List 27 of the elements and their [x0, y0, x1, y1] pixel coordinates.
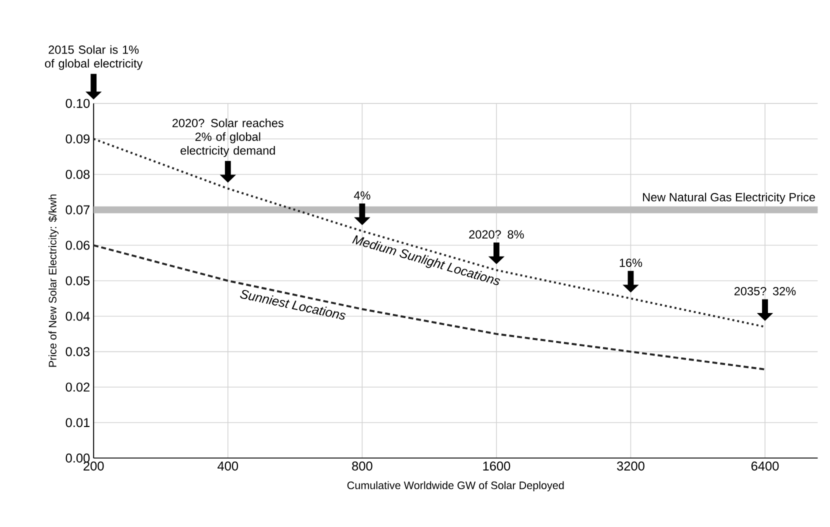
- ref-line-label: New Natural Gas Electricity Price: [643, 192, 815, 204]
- annotation: 2035? 32%: [734, 286, 796, 296]
- x-axis-title: Cumulative Worldwide GW of Solar Deployed: [347, 481, 564, 492]
- y-tick-label: 0.10: [66, 98, 90, 108]
- x-tick-label: 1600: [483, 462, 510, 471]
- annotation: 2020? Solar reaches 2% of global electricity demand: [172, 118, 284, 158]
- annotation: 16%: [620, 258, 642, 267]
- x-tick-label: 3200: [617, 462, 644, 471]
- text: Sunniest Locations: [240, 290, 346, 320]
- y-tick-label: 0.07: [66, 205, 90, 214]
- y-tick-label: 0.01: [66, 418, 90, 428]
- y-tick-label: 0.00: [66, 454, 90, 463]
- y-axis-title: Price of New Solar Electricity: $/kwh: [48, 194, 59, 367]
- y-tick-label: 0.06: [66, 240, 90, 250]
- y-tick-label: 0.08: [66, 170, 90, 179]
- y-tick-label: 0.05: [66, 276, 90, 286]
- x-tick-label: 6400: [751, 462, 779, 471]
- x-tick-label: 400: [218, 462, 238, 471]
- x-tick-label: 800: [352, 462, 372, 471]
- y-tick-label: 0.04: [66, 312, 90, 321]
- annotation: 2020? 8%: [469, 230, 524, 239]
- x-tick-label: 200: [84, 462, 104, 471]
- annotation: 4%: [354, 191, 370, 200]
- y-tick-label: 0.03: [66, 347, 90, 356]
- y-tick-label: 0.09: [66, 134, 90, 144]
- y-tick-label: 0.02: [66, 382, 90, 392]
- text: 2015 Solar is 1% of global electricity: [45, 45, 143, 70]
